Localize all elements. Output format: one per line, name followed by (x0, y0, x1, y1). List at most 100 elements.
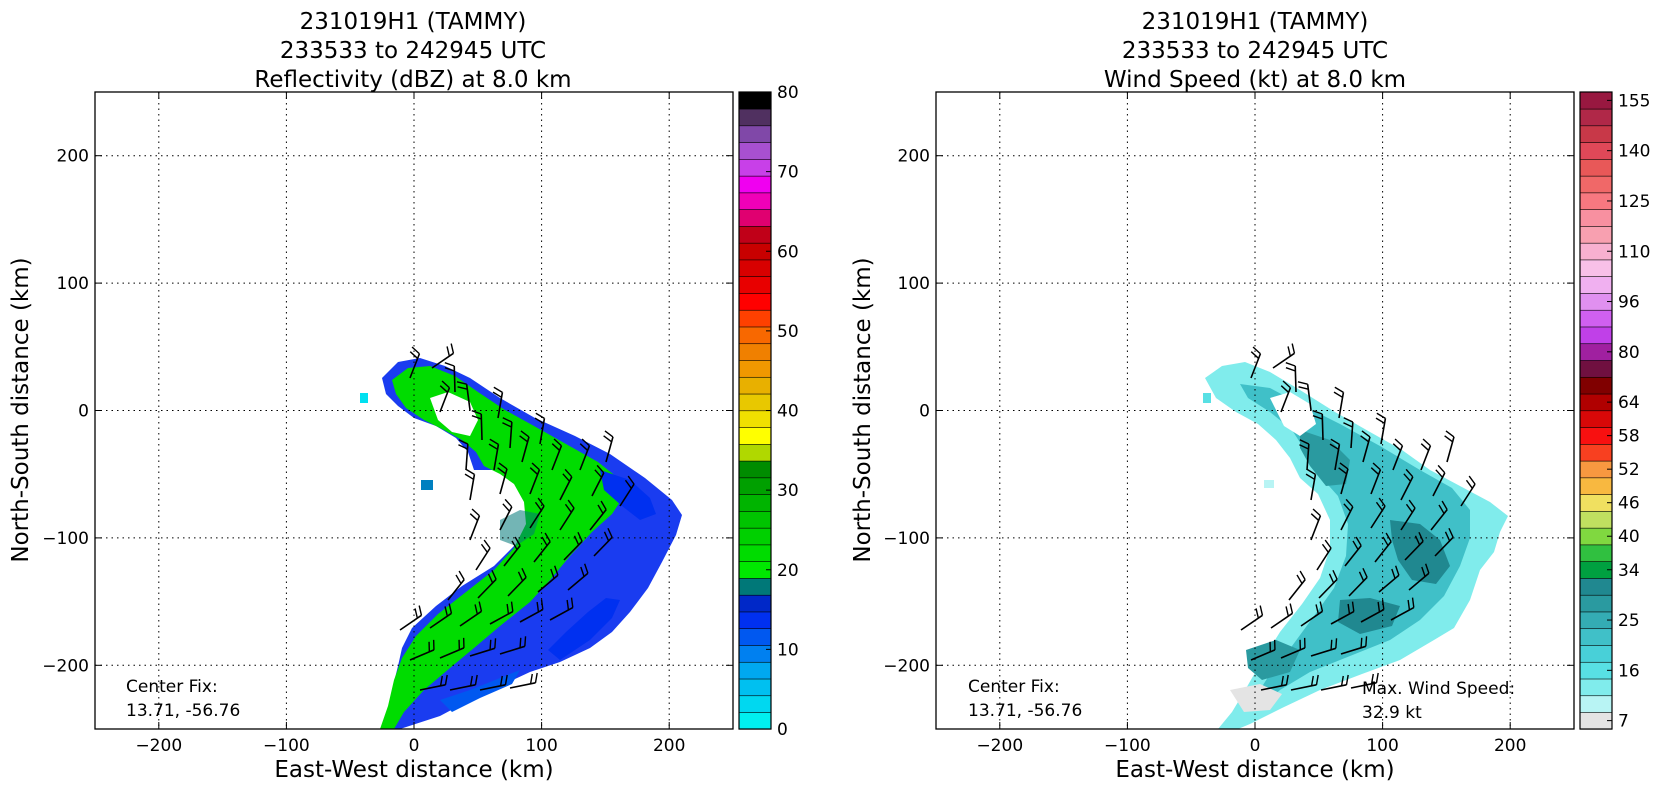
colorbar-segment (738, 359, 772, 378)
wind-barb-flag (1385, 532, 1392, 542)
wind-barb-flag (455, 574, 462, 584)
colorbar-segment (1579, 175, 1613, 194)
wind-barb-flag (1330, 639, 1333, 650)
colorbar-segment (1579, 678, 1613, 697)
wind-barb-flag (551, 443, 561, 451)
wind-barb-flag (441, 380, 450, 389)
reflectivity-field (360, 358, 690, 729)
colorbar-frame (1579, 91, 1613, 730)
x-tick-label: −200 (976, 736, 1023, 756)
wind-barb-flag (1343, 417, 1354, 423)
x-tick-label: 200 (653, 736, 685, 756)
colorbar-segment (738, 225, 772, 244)
panel1-y-ticks: −200 −100 0 100 200 (42, 147, 733, 676)
wind-barb-flag (1321, 543, 1329, 553)
wind-barb-flag (517, 571, 524, 582)
wind-barb-flag (1334, 386, 1344, 393)
wind-barb-flag (573, 535, 580, 546)
wind-barb-flag (1285, 606, 1290, 617)
colorbar-segment (1579, 125, 1613, 143)
wind-barb (480, 413, 483, 441)
wind-barb-flag (1339, 462, 1349, 470)
wind-barb-flag (446, 346, 451, 357)
x-tick-label: −200 (135, 736, 182, 756)
wind-barb-flag (497, 467, 507, 475)
colorbar-segment (738, 343, 772, 361)
wind-barb-flag (1424, 563, 1430, 574)
wind-barb-flag (583, 563, 589, 574)
wind-barb (1420, 445, 1432, 471)
wind-barb-flag (493, 386, 503, 393)
wind-barb-flag (457, 386, 468, 390)
wind-barb-flag (1285, 362, 1296, 367)
wind-barb (1272, 352, 1295, 369)
x-tick-label: 0 (1250, 736, 1261, 756)
wind-barb-flag (439, 385, 449, 393)
colorbar-segment (1579, 225, 1613, 244)
wind-barb (1288, 579, 1306, 601)
wind-dark-core-1 (1390, 520, 1450, 584)
colorbar-segment (1579, 259, 1613, 277)
colorbar-segment (1579, 209, 1613, 227)
colorbar-segment (738, 175, 772, 194)
wind-barb-flag (524, 636, 527, 647)
wind-barb-flag (562, 473, 571, 482)
wind-barb-flag (1448, 527, 1454, 538)
wind-barb-flag (510, 601, 514, 612)
wind-barb-flag (494, 638, 497, 649)
wind-barb-flag (534, 501, 542, 511)
panel1-y-axis-label: North-South distance (km) (8, 257, 34, 562)
colorbar-tick-label: 25 (1618, 611, 1640, 631)
colorbar-segment (738, 577, 772, 596)
wind-barbs-panel2 (1240, 343, 1476, 691)
wind-barb-flag (1332, 569, 1338, 580)
wind-barb-flag (520, 430, 530, 438)
wind-barb (475, 547, 491, 571)
panel1-center-fix-value: 13.71, -56.76 (126, 701, 240, 721)
colorbar-segment (738, 309, 772, 328)
wind-barb-flag (1319, 601, 1324, 612)
wind-barb-flag (465, 468, 475, 475)
wind-barb-flag (504, 498, 513, 508)
wind-barb-flag (1422, 438, 1431, 447)
wind-barb-flag (1310, 675, 1314, 686)
wind-barb-flag (1330, 438, 1340, 445)
wind-barb-flag (409, 351, 419, 359)
wind-barb-flag (1468, 475, 1476, 485)
colorbar-segment (1579, 158, 1613, 177)
wind-barb-flag (1298, 386, 1309, 390)
wind-barb-flag (1280, 675, 1284, 686)
colorbar-segment (738, 628, 772, 646)
wind-barb-flag (577, 531, 583, 542)
colorbar-segment (1579, 577, 1613, 596)
wind-barb-flag (597, 504, 604, 514)
wind-barb-flag (1414, 535, 1421, 546)
wind-barb-flag (579, 443, 589, 451)
wind-barb-flag (1285, 366, 1296, 372)
wind-barb-flag (594, 469, 603, 478)
wind-barb-flag (1362, 567, 1368, 578)
wind-barb-flag (487, 573, 494, 584)
colorbar-segment (738, 594, 772, 613)
reflectivity-blue-core-3 (440, 670, 520, 712)
colorbar-tick-label: 0 (777, 720, 788, 740)
wind-barb (1294, 365, 1297, 393)
wind-barb-flag (1343, 422, 1353, 428)
wind-barb-flag (1365, 636, 1368, 647)
y-tick-label: −200 (42, 656, 89, 676)
colorbar-tick-label: 7 (1618, 712, 1629, 732)
wind-barb-flag (529, 673, 533, 684)
colorbar-segment (1579, 359, 1613, 378)
wind-barb-flag (1445, 430, 1455, 438)
colorbar-segment (738, 292, 772, 311)
colorbar-segment (738, 661, 772, 680)
wind-barb-flag (1358, 571, 1365, 582)
wind-barb-flag (1370, 673, 1374, 684)
wind-barb-flag (1394, 565, 1400, 576)
wind-barb-flag (1403, 473, 1412, 482)
wind-barbs-panel1 (399, 343, 635, 691)
wind-barb-flag (1378, 497, 1386, 507)
wind-barb-flag (474, 674, 478, 685)
wind-barb-flag (1360, 435, 1370, 443)
wind-barb-flag (1299, 570, 1306, 580)
